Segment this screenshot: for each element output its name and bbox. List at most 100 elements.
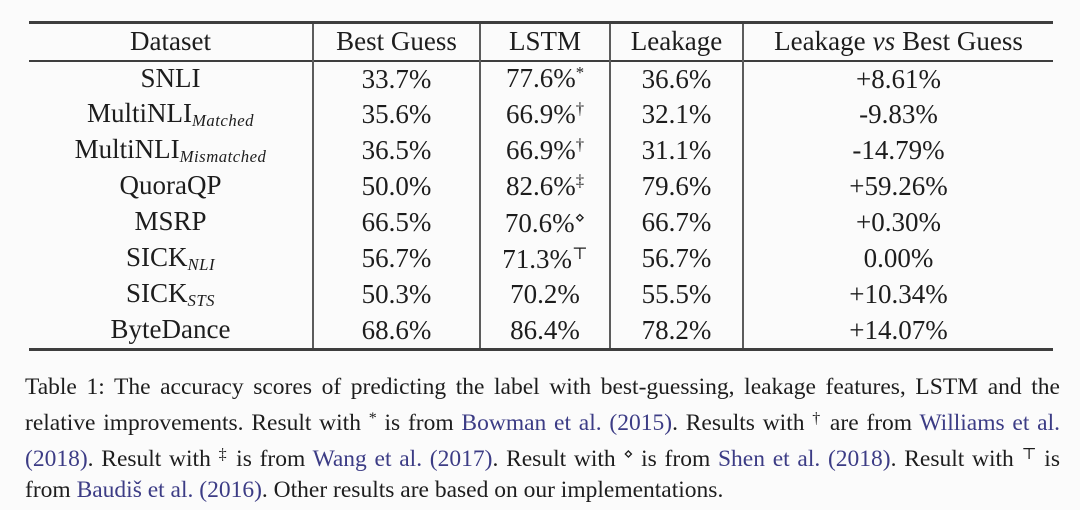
citation-williams-2018[interactable]: Williams et al. (2018) bbox=[25, 410, 1060, 473]
cell-lstm: 70.2% bbox=[479, 276, 610, 313]
col-header-vs-italic: vs bbox=[872, 26, 896, 57]
table-caption: Table 1: The accuracy scores of predicti… bbox=[25, 372, 1060, 506]
citation-bowman-2015[interactable]: Bowman et al. (2015) bbox=[461, 410, 673, 437]
asterisk-marker: * bbox=[368, 410, 377, 427]
col-header-best-guess: Best Guess bbox=[312, 22, 480, 61]
citation-wang-2017[interactable]: Wang et al. (2017) bbox=[312, 446, 493, 473]
cell-lstm: 77.6%* bbox=[479, 60, 610, 97]
table-header-row: Dataset Best Guess LSTM Leakage Leakage v… bbox=[29, 22, 1053, 61]
citation-baudis-2016[interactable]: Baudiš et al. (2016) bbox=[76, 477, 262, 504]
cell-dataset: SICKNLI bbox=[29, 241, 313, 277]
cell-diff: +14.07% bbox=[742, 312, 1053, 350]
cell-dataset: MultiNLIMatched bbox=[29, 97, 313, 133]
caption-text: Table 1: The accuracy scores of predicti… bbox=[25, 374, 1060, 437]
caption-text: is from bbox=[376, 410, 462, 437]
cell-leakage: 31.1% bbox=[609, 132, 743, 169]
cell-leakage: 78.2% bbox=[609, 312, 743, 350]
cell-leakage: 79.6% bbox=[609, 168, 743, 205]
dataset-subscript: STS bbox=[187, 291, 216, 311]
cell-diff: +8.61% bbox=[742, 60, 1053, 97]
caption-text: is from bbox=[228, 446, 313, 473]
table-row-quoraqp: QuoraQP 50.0% 82.6%‡ 79.6% +59.26% bbox=[29, 168, 1053, 205]
lstm-value: 71.3% bbox=[502, 243, 572, 274]
cell-best-guess: 36.5% bbox=[312, 132, 480, 169]
cell-lstm: 66.9%† bbox=[479, 96, 610, 133]
top-symbol-marker: ⊤ bbox=[1021, 446, 1037, 464]
dataset-subscript: NLI bbox=[187, 255, 216, 275]
lstm-footnote-marker: ⊤ bbox=[572, 243, 588, 263]
col-header-dataset-label: Dataset bbox=[130, 26, 211, 57]
cell-best-guess: 68.6% bbox=[312, 312, 480, 350]
lstm-value: 66.9% bbox=[505, 135, 576, 166]
lstm-value: 66.9% bbox=[505, 99, 576, 130]
double-dagger-marker: ‡ bbox=[218, 446, 229, 464]
caption-text: . Result with bbox=[492, 446, 624, 473]
lstm-footnote-marker: † bbox=[575, 135, 585, 155]
table-row-snli: SNLI 33.7% 77.6%* 36.6% +8.61% bbox=[29, 60, 1053, 97]
dagger-marker: † bbox=[812, 410, 823, 427]
cell-best-guess: 35.6% bbox=[312, 96, 480, 133]
cell-lstm: 86.4% bbox=[479, 312, 610, 350]
cell-best-guess: 66.5% bbox=[312, 204, 480, 241]
cell-best-guess: 50.3% bbox=[312, 276, 480, 313]
table-row-multinli-mismatched: MultiNLIMismatched 36.5% 66.9%† 31.1% -1… bbox=[29, 132, 1053, 169]
lstm-footnote-marker: * bbox=[575, 63, 585, 83]
cell-best-guess: 33.7% bbox=[312, 60, 480, 97]
cell-leakage: 32.1% bbox=[609, 96, 743, 133]
table-row-msrp: MSRP 66.5% 70.6%⋄ 66.7% +0.30% bbox=[29, 204, 1053, 241]
cell-dataset: QuoraQP bbox=[29, 169, 313, 205]
caption-text: . Other results are based on our impleme… bbox=[261, 477, 724, 504]
lstm-footnote-marker: ⋄ bbox=[574, 207, 586, 227]
citation-shen-2018[interactable]: Shen et al. (2018) bbox=[717, 446, 891, 473]
cell-dataset: ByteDance bbox=[29, 313, 313, 350]
dataset-name: SNLI bbox=[140, 62, 201, 93]
cell-leakage: 56.7% bbox=[609, 240, 743, 277]
table-row-multinli-matched: MultiNLIMatched 35.6% 66.9%† 32.1% -9.83… bbox=[29, 96, 1053, 133]
cell-dataset: SNLI bbox=[29, 61, 313, 97]
col-header-leakage: Leakage bbox=[609, 22, 743, 61]
cell-diff: -9.83% bbox=[742, 96, 1053, 133]
dataset-name: ByteDance bbox=[110, 313, 231, 344]
dataset-name: MultiNLI bbox=[74, 134, 180, 165]
lstm-value: 86.4% bbox=[510, 314, 580, 345]
col-header-leakage-vs-best-guess: Leakage vs Best Guess bbox=[742, 22, 1053, 61]
cell-lstm: 66.9%† bbox=[479, 132, 610, 169]
col-header-best-guess-label: Best Guess bbox=[336, 26, 457, 57]
cell-best-guess: 56.7% bbox=[312, 240, 480, 277]
cell-diff: +0.30% bbox=[742, 204, 1053, 241]
col-header-leakage-label: Leakage bbox=[630, 26, 723, 57]
cell-dataset: MSRP bbox=[29, 205, 313, 241]
lstm-footnote-marker: † bbox=[575, 99, 585, 119]
caption-text: is from bbox=[633, 446, 718, 473]
lstm-footnote-marker: ‡ bbox=[575, 171, 585, 191]
table-row-sick-sts: SICKSTS 50.3% 70.2% 55.5% +10.34% bbox=[29, 276, 1053, 313]
table-row-sick-nli: SICKNLI 56.7% 71.3%⊤ 56.7% 0.00% bbox=[29, 240, 1053, 277]
cell-dataset: MultiNLIMismatched bbox=[29, 133, 313, 169]
dataset-name: MultiNLI bbox=[86, 98, 192, 129]
lstm-value: 70.6% bbox=[504, 207, 575, 238]
caption-text: are from bbox=[822, 410, 920, 437]
table-row-bytedance: ByteDance 68.6% 86.4% 78.2% +14.07% bbox=[29, 312, 1053, 350]
col-header-lstm-label: LSTM bbox=[508, 26, 581, 57]
caption-text: . Results with bbox=[672, 410, 813, 437]
col-header-dataset: Dataset bbox=[29, 23, 313, 61]
cell-diff: +10.34% bbox=[742, 276, 1053, 313]
caption-text: . Result with bbox=[87, 446, 219, 473]
cell-best-guess: 50.0% bbox=[312, 168, 480, 205]
col-header-lstm: LSTM bbox=[479, 22, 610, 61]
results-table: Dataset Best Guess LSTM Leakage Leakage v… bbox=[29, 21, 1053, 351]
dataset-subscript: Matched bbox=[191, 111, 255, 131]
dataset-subscript: Mismatched bbox=[179, 147, 267, 167]
cell-diff: 0.00% bbox=[742, 240, 1053, 277]
cell-diff: +59.26% bbox=[742, 168, 1053, 205]
dataset-name: SICK bbox=[125, 278, 188, 309]
cell-leakage: 55.5% bbox=[609, 276, 743, 313]
cell-lstm: 71.3%⊤ bbox=[479, 240, 610, 277]
cell-lstm: 82.6%‡ bbox=[479, 168, 610, 205]
col-header-vs-post: Best Guess bbox=[902, 26, 1023, 57]
dataset-name: SICK bbox=[125, 242, 188, 273]
cell-leakage: 36.6% bbox=[609, 60, 743, 97]
cell-diff: -14.79% bbox=[742, 132, 1053, 169]
cell-lstm: 70.6%⋄ bbox=[479, 204, 610, 241]
